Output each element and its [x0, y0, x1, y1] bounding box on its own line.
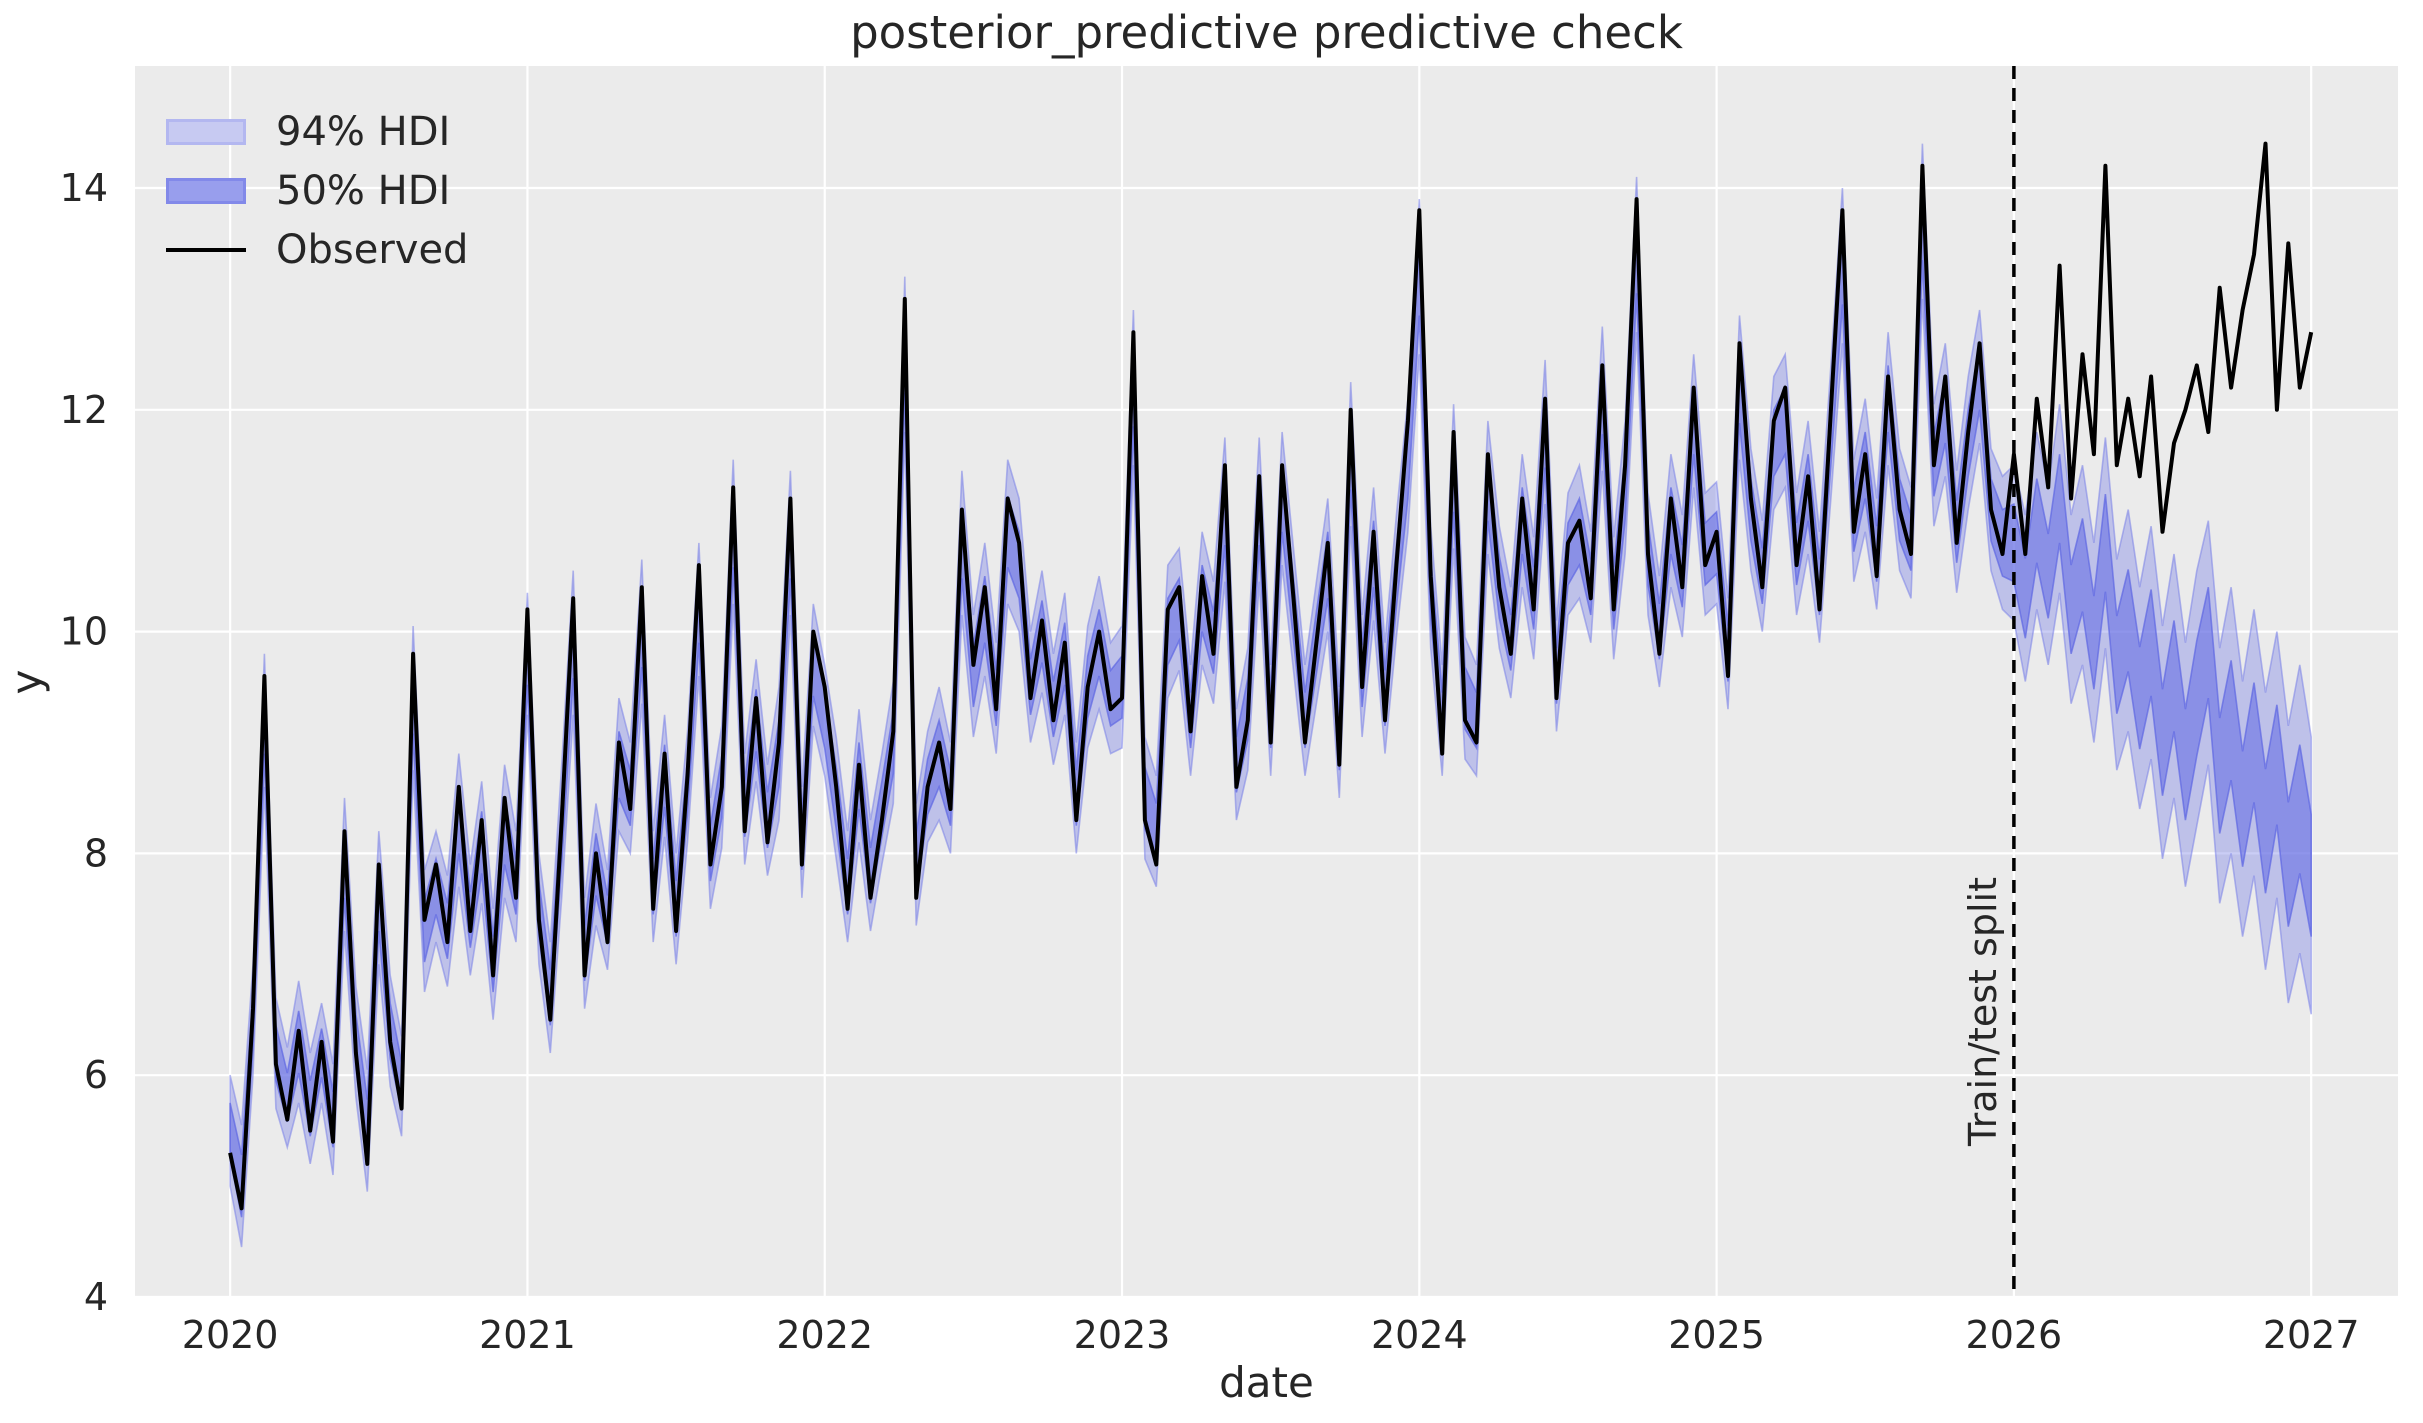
x-tick-label: 2021: [479, 1313, 576, 1357]
legend-item-observed: Observed: [166, 220, 468, 279]
observed-line-swatch-icon: [166, 247, 246, 252]
y-tick-label: 4: [84, 1275, 108, 1319]
x-tick-label: 2026: [1966, 1313, 2063, 1357]
x-tick-label: 2020: [182, 1313, 279, 1357]
y-tick-label: 6: [84, 1053, 108, 1097]
x-tick-label: 2025: [1668, 1313, 1765, 1357]
legend-item-94-hdi: 94% HDI: [166, 102, 468, 161]
hdi-50-swatch-icon: [166, 177, 246, 204]
y-tick-label: 12: [60, 388, 108, 432]
y-tick-label: 8: [84, 831, 108, 875]
legend-label-50-hdi: 50% HDI: [276, 167, 451, 214]
legend-item-50-hdi: 50% HDI: [166, 161, 468, 220]
observed-line: [228, 141, 2314, 1211]
x-tick-label: 2023: [1074, 1313, 1171, 1357]
hdi-94-swatch-icon: [166, 118, 246, 145]
train-test-split-label: Train/test split: [1961, 877, 2005, 1147]
y-tick-label: 10: [60, 610, 108, 654]
x-axis-label: date: [1219, 1358, 1314, 1407]
series-layer: [228, 141, 2314, 1248]
x-tick-label: 2027: [2263, 1313, 2360, 1357]
y-tick-label: 14: [60, 166, 108, 210]
y-axis-label: y: [2, 669, 51, 695]
chart-title: posterior_predictive predictive check: [850, 6, 1683, 59]
legend-label-observed: Observed: [276, 226, 469, 273]
x-tick-label: 2024: [1371, 1313, 1468, 1357]
legend: 94% HDI 50% HDI Observed: [166, 102, 468, 279]
x-tick-label: 2022: [776, 1313, 873, 1357]
legend-label-94-hdi: 94% HDI: [276, 108, 451, 155]
